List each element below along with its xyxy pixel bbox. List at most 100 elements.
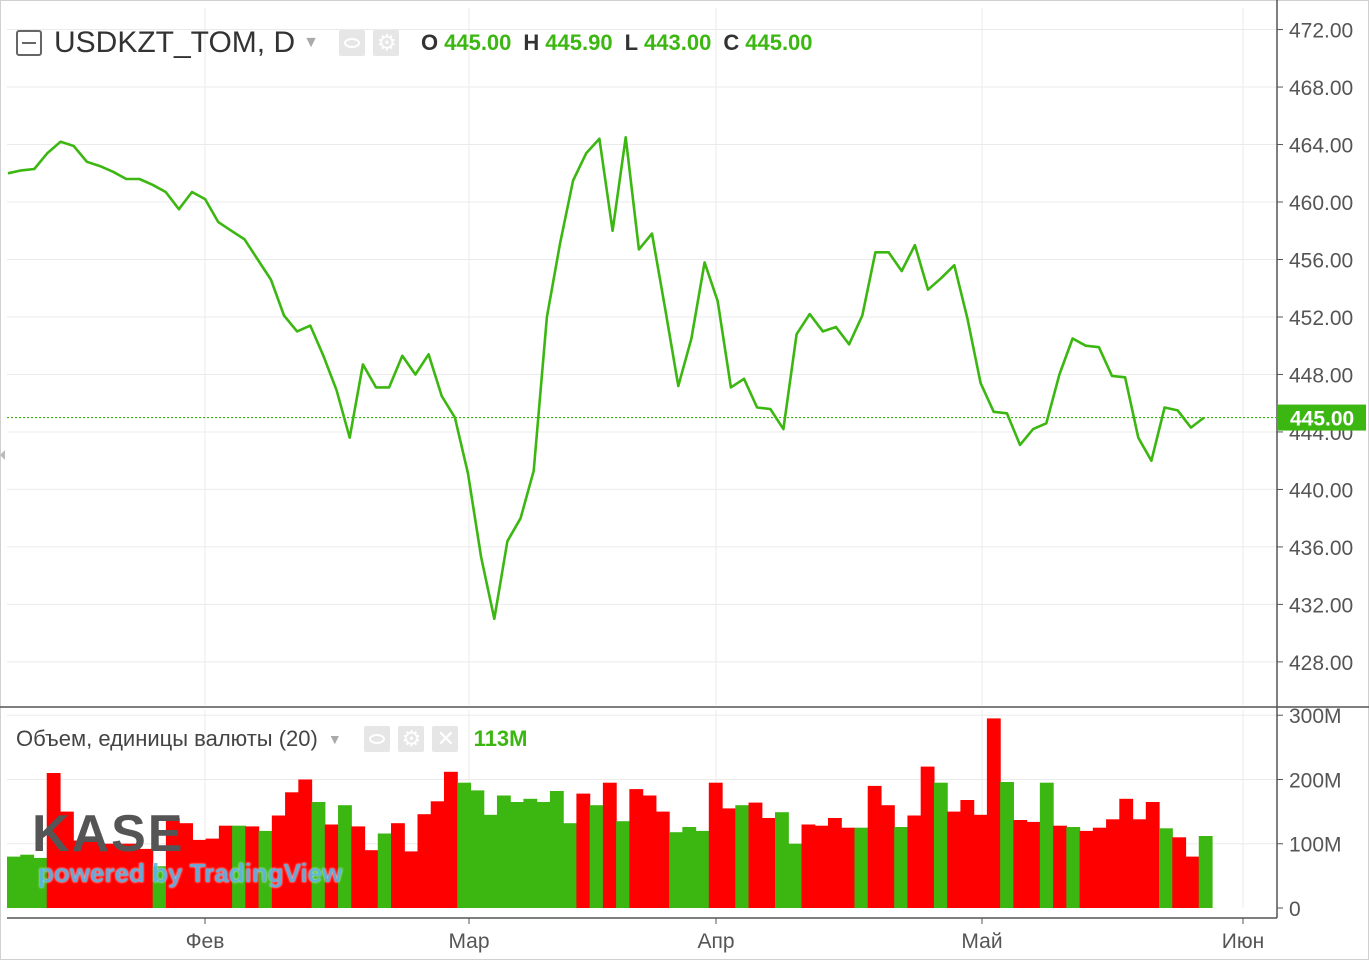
volume-bar [880, 805, 895, 908]
volume-bar [920, 766, 935, 908]
volume-bar [827, 818, 842, 908]
volume-bar [748, 802, 763, 908]
low-value: 443.00 [644, 30, 712, 55]
high-value: 445.90 [545, 30, 613, 55]
volume-bar [907, 815, 922, 908]
volume-bar [801, 824, 816, 908]
close-value: 445.00 [745, 30, 813, 55]
volume-bar [470, 790, 485, 908]
scroll-left-icon [0, 450, 5, 460]
volume-bar [1039, 782, 1054, 908]
volume-bar [1132, 819, 1147, 908]
volume-bar [1198, 836, 1213, 908]
volume-bar [99, 843, 114, 908]
volume-bar [960, 800, 975, 908]
volume-bar [179, 823, 193, 908]
price-axis-label: 448.00 [1289, 364, 1353, 387]
volume-bar [338, 805, 352, 908]
time-axis-label: Апр [697, 930, 734, 953]
volume-bar [775, 812, 789, 908]
volume-bar [510, 802, 525, 908]
volume-bar [245, 826, 260, 908]
price-axis-label: 432.00 [1289, 594, 1353, 617]
volume-bar [973, 814, 988, 908]
volume-bar [536, 802, 551, 908]
volume-bar [73, 840, 88, 908]
eye-icon[interactable] [363, 726, 390, 752]
price-axis-label: 456.00 [1289, 249, 1353, 272]
volume-bar [1092, 827, 1107, 908]
volume-bar [457, 782, 472, 908]
volume-bar [285, 792, 299, 908]
volume-bar [86, 840, 101, 908]
volume-bar [1106, 819, 1120, 908]
time-axis-label: Июн [1222, 930, 1264, 953]
volume-bar [629, 789, 644, 908]
volume-bar [430, 801, 445, 908]
volume-bar [669, 832, 683, 908]
close-icon[interactable]: ✕ [431, 726, 458, 752]
eye-icon[interactable] [338, 30, 365, 56]
volume-axis-label: 0 [1289, 898, 1301, 921]
volume-bar [1026, 821, 1041, 908]
volume-bar [152, 866, 167, 908]
high-label: H [523, 30, 540, 55]
volume-bar [841, 827, 856, 908]
low-label: L [624, 30, 639, 55]
volume-bar [1066, 827, 1081, 908]
volume-bar [655, 811, 670, 908]
gear-icon[interactable]: ⚙ [397, 726, 424, 752]
gear-icon[interactable]: ⚙ [372, 30, 399, 56]
volume-bar [351, 826, 366, 908]
price-axis-label: 468.00 [1289, 77, 1353, 100]
volume-bar [258, 830, 273, 908]
open-label: O [420, 30, 439, 55]
volume-bar [788, 843, 803, 908]
volume-bar [549, 791, 564, 908]
powered-by-tradingview[interactable]: powered by TradingView [38, 858, 343, 888]
volume-bar [1159, 828, 1173, 908]
volume-bar [933, 782, 948, 908]
volume-legend-header: Объем, единицы валюты (20) ▼ ⚙ ✕ 113M [16, 726, 528, 752]
volume-bar [1119, 798, 1134, 908]
volume-bar [311, 802, 326, 908]
volume-bar [298, 779, 313, 908]
volume-bar [947, 811, 961, 908]
price-line [7, 136, 1205, 621]
volume-bar [642, 795, 657, 908]
last-price-tag [1278, 404, 1366, 431]
volume-bar [722, 808, 736, 908]
volume-bar [483, 814, 498, 908]
volume-indicator-label[interactable]: Объем, единицы валюты (20) [16, 726, 318, 751]
volume-bar [496, 795, 511, 908]
kase-logo: KASE [32, 805, 185, 863]
volume-bar [576, 793, 591, 908]
symbol-title[interactable]: USDKZT_TOM, D [54, 26, 296, 59]
chevron-down-icon[interactable]: ▼ [327, 731, 342, 747]
volume-bar [126, 843, 141, 908]
volume-bar [205, 838, 220, 908]
volume-bar [59, 811, 74, 908]
volume-axis-label: 300M [1289, 705, 1342, 728]
last-price-label: 445.00 [1290, 408, 1354, 431]
volume-bar [443, 771, 458, 908]
price-axis-label: 452.00 [1289, 307, 1353, 330]
volume-axis-label: 200M [1289, 769, 1342, 792]
price-axis-label: 440.00 [1289, 479, 1353, 502]
chart-legend-header: USDKZT_TOM, D ▼ ⚙ O 445.00 H 445.90 L 44… [16, 26, 813, 60]
volume-value: 113M [473, 726, 528, 751]
price-axis-label: 460.00 [1289, 192, 1353, 215]
volume-bar [735, 805, 750, 908]
volume-bar [867, 785, 882, 908]
chevron-down-icon[interactable]: ▼ [303, 34, 319, 51]
volume-bar [814, 825, 829, 908]
volume-bar [1172, 837, 1187, 908]
volume-bar [112, 843, 127, 908]
volume-bar [46, 773, 61, 908]
collapse-icon[interactable] [16, 30, 42, 56]
volume-bar [377, 833, 392, 908]
close-label: C [723, 30, 740, 55]
volume-bar [324, 824, 339, 908]
